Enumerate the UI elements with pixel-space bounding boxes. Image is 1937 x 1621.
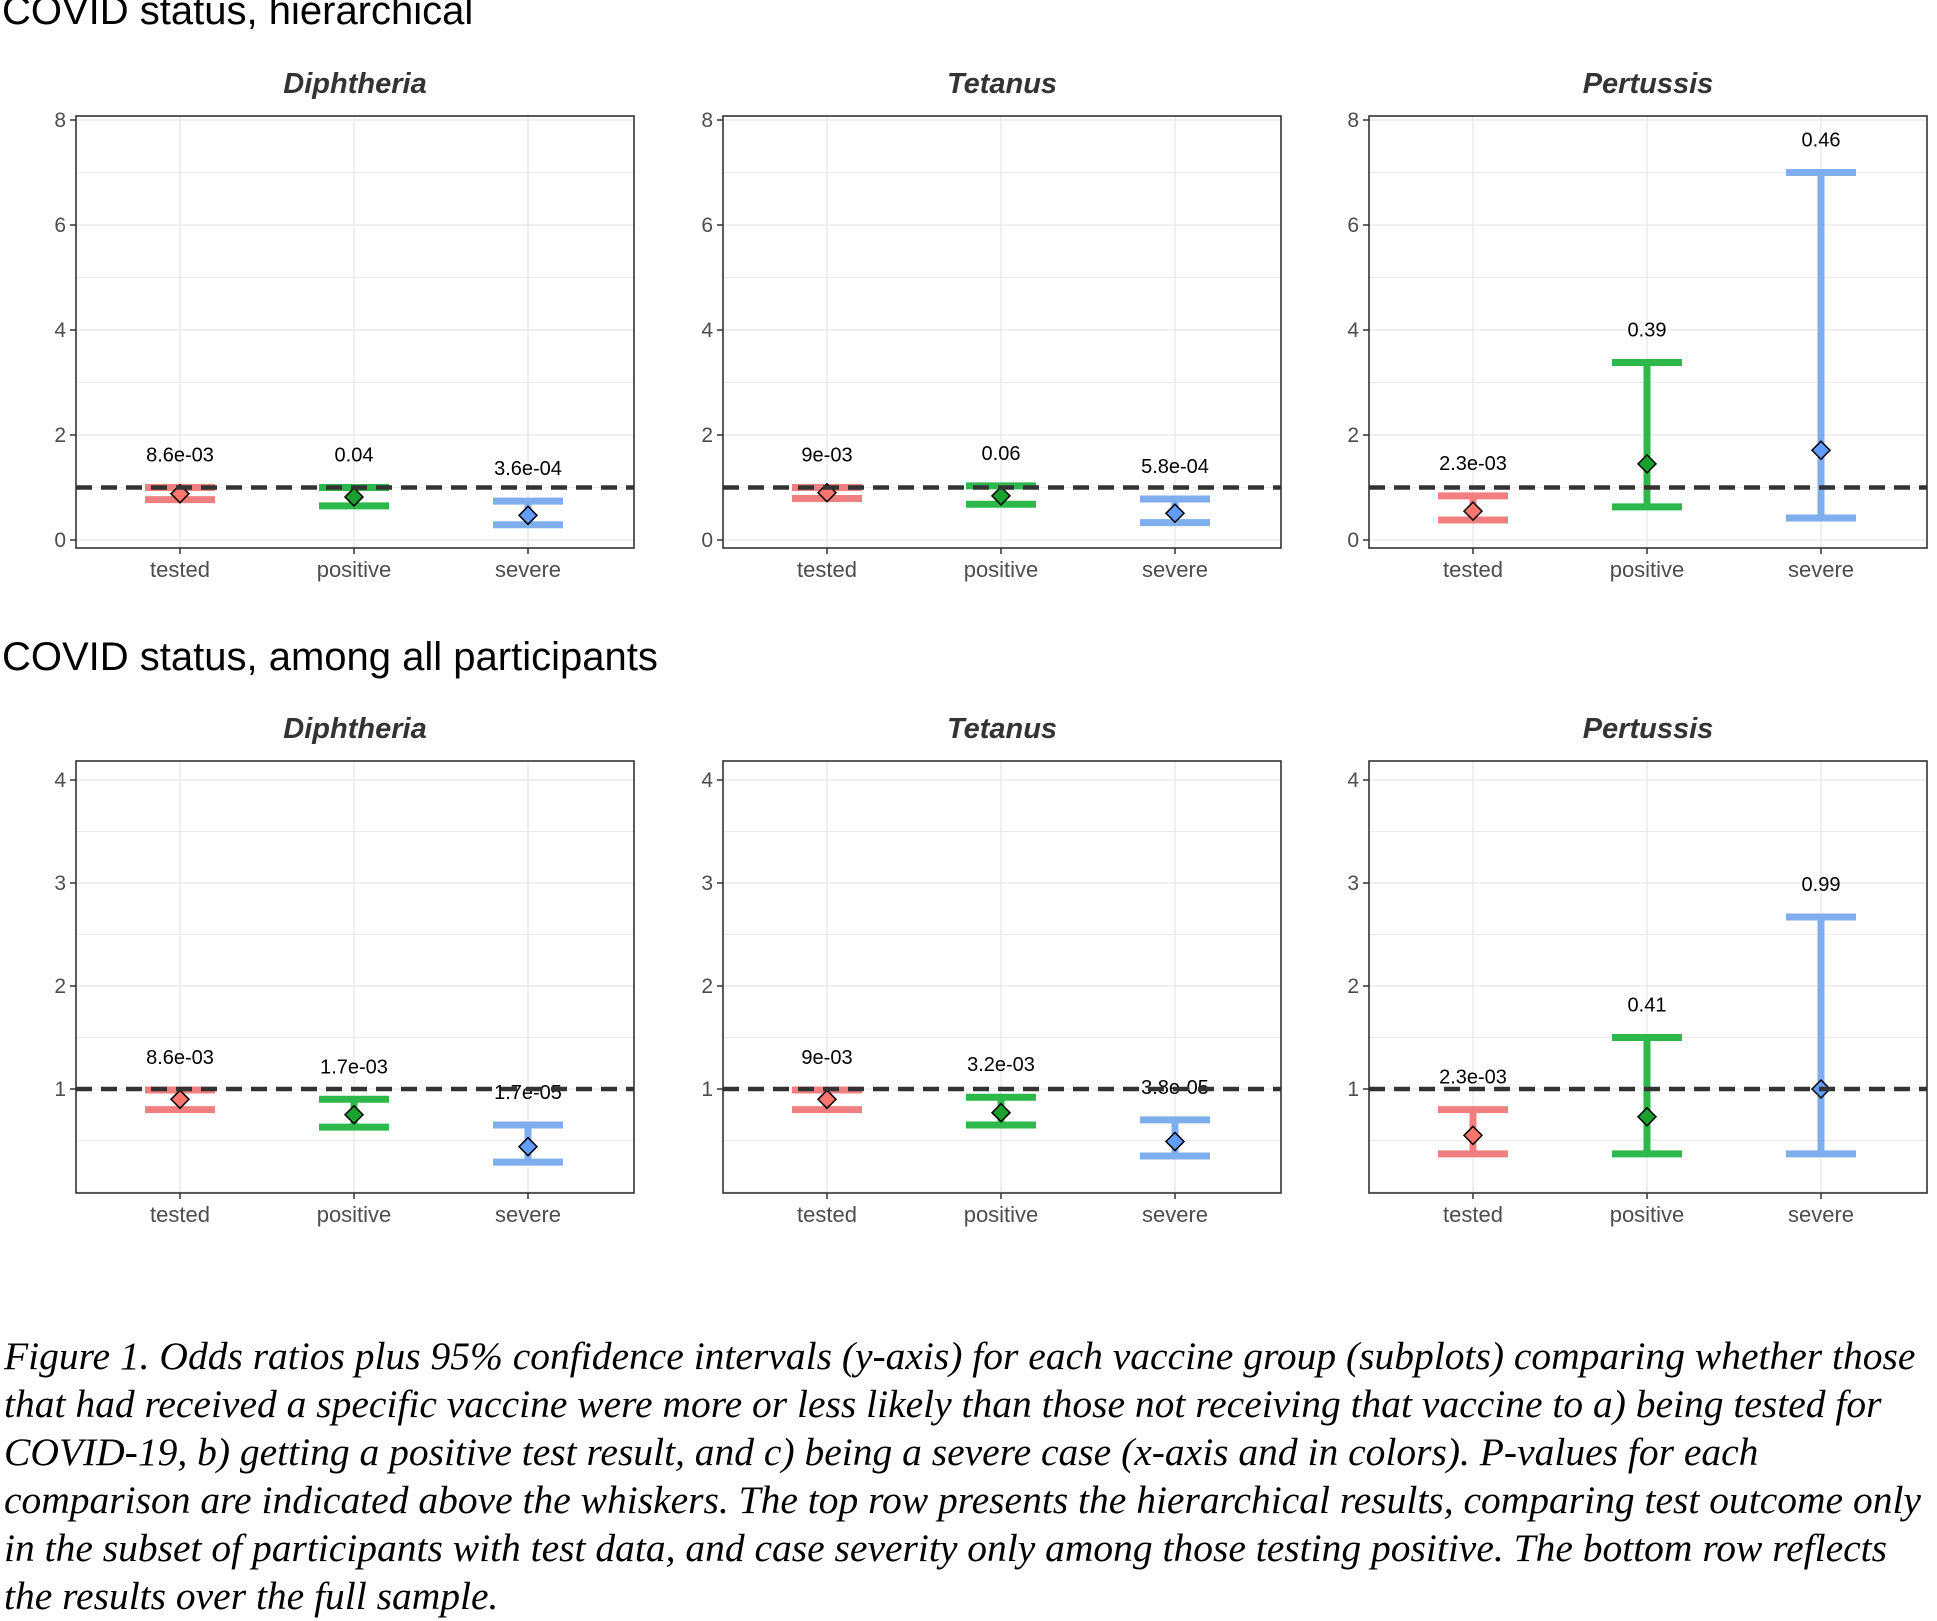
y-tick-label: 2	[701, 975, 713, 998]
y-tick-label: 0	[701, 529, 713, 552]
y-tick-label: 4	[54, 769, 66, 792]
x-tick-label: tested	[797, 557, 857, 582]
y-tick-label: 0	[54, 529, 66, 552]
p-value-label: 0.04	[335, 445, 374, 467]
x-tick-label: tested	[1443, 557, 1503, 582]
odds-ratio-point-severe	[1164, 503, 1186, 524]
y-tick-label: 1	[701, 1078, 713, 1101]
odds-ratio-point-positive	[343, 486, 365, 508]
p-value-label: 2.3e-03	[1439, 453, 1507, 475]
y-tick-label: 4	[701, 319, 713, 342]
p-value-label: 3.6e-04	[494, 458, 562, 480]
p-value-label: 1.7e-05	[494, 1082, 562, 1104]
p-value-label: 3.2e-03	[967, 1054, 1035, 1076]
odds-ratio-point-positive	[990, 485, 1012, 506]
odds-ratio-point-positive	[990, 1102, 1012, 1123]
x-tick-label: positive	[1610, 557, 1685, 582]
x-tick-label: severe	[495, 557, 561, 582]
row-title-2: COVID status, among all participants	[2, 635, 658, 679]
y-tick-label: 1	[54, 1078, 66, 1101]
x-tick-label: tested	[150, 1202, 210, 1227]
p-value-label: 0.46	[1802, 130, 1841, 152]
odds-ratio-point-severe	[1164, 1131, 1186, 1152]
y-tick-label: 4	[1347, 319, 1359, 342]
odds-ratio-point-severe	[517, 505, 539, 526]
y-tick-label: 8	[1347, 109, 1359, 132]
panel-border	[1368, 115, 1928, 549]
p-value-label: 2.3e-03	[1439, 1067, 1507, 1089]
facet-title: Tetanus	[947, 713, 1057, 745]
row-title-1: COVID status, hierarchical	[2, 0, 473, 33]
facet-title: Diphtheria	[283, 68, 426, 100]
figure-caption: Figure 1. Odds ratios plus 95% confidenc…	[4, 1334, 1921, 1618]
p-value-label: 0.39	[1628, 320, 1667, 342]
y-tick-label: 2	[54, 424, 66, 447]
y-tick-label: 4	[701, 769, 713, 792]
p-value-label: 8.6e-03	[146, 445, 214, 467]
odds-ratio-point-positive	[1636, 453, 1658, 474]
y-tick-label: 3	[701, 872, 713, 895]
y-tick-label: 2	[54, 975, 66, 998]
y-tick-label: 8	[701, 109, 713, 132]
x-tick-label: tested	[1443, 1202, 1503, 1227]
p-value-label: 1.7e-03	[320, 1056, 388, 1078]
facet-title: Pertussis	[1583, 68, 1714, 100]
y-tick-label: 3	[54, 872, 66, 895]
y-tick-label: 6	[54, 214, 66, 237]
x-tick-label: positive	[964, 1202, 1039, 1227]
x-tick-label: severe	[1788, 1202, 1854, 1227]
odds-ratio-point-positive	[343, 1104, 365, 1125]
odds-ratio-point-positive	[1636, 1106, 1658, 1127]
p-value-label: 0.06	[982, 443, 1021, 465]
y-tick-label: 1	[1347, 1078, 1359, 1101]
y-tick-label: 0	[1347, 529, 1359, 552]
x-tick-label: positive	[1610, 1202, 1685, 1227]
y-tick-label: 4	[1347, 769, 1359, 792]
panel-border	[722, 760, 1282, 1194]
panel-border	[722, 115, 1282, 549]
x-tick-label: severe	[1142, 557, 1208, 582]
y-tick-label: 2	[1347, 975, 1359, 998]
p-value-label: 0.41	[1628, 995, 1667, 1017]
odds-ratio-point-severe	[1810, 440, 1832, 461]
x-tick-label: positive	[964, 557, 1039, 582]
x-tick-label: tested	[797, 1202, 857, 1227]
p-value-label: 9e-03	[801, 445, 852, 467]
panel-border	[75, 760, 635, 1194]
x-tick-label: severe	[1142, 1202, 1208, 1227]
odds-ratio-point-tested	[816, 1089, 838, 1110]
x-tick-label: severe	[495, 1202, 561, 1227]
panel-border	[1368, 760, 1928, 1194]
y-tick-label: 2	[701, 424, 713, 447]
y-tick-label: 6	[1347, 214, 1359, 237]
x-tick-label: positive	[317, 1202, 392, 1227]
odds-ratio-point-tested	[169, 1089, 191, 1110]
odds-ratio-point-tested	[1462, 501, 1484, 522]
facet-title: Pertussis	[1583, 713, 1714, 745]
y-tick-label: 8	[54, 109, 66, 132]
x-tick-label: tested	[150, 557, 210, 582]
odds-ratio-point-severe	[517, 1136, 539, 1157]
x-tick-label: positive	[317, 557, 392, 582]
p-value-label: 5.8e-04	[1141, 456, 1209, 478]
y-tick-label: 2	[1347, 424, 1359, 447]
x-tick-label: severe	[1788, 557, 1854, 582]
panel-border	[75, 115, 635, 549]
odds-ratio-point-tested	[1462, 1125, 1484, 1146]
y-tick-label: 3	[1347, 872, 1359, 895]
y-tick-label: 4	[54, 319, 66, 342]
p-value-label: 9e-03	[801, 1047, 852, 1069]
p-value-label: 8.6e-03	[146, 1047, 214, 1069]
y-tick-label: 6	[701, 214, 713, 237]
facet-title: Tetanus	[947, 68, 1057, 100]
p-value-label: 0.99	[1802, 874, 1841, 896]
facet-title: Diphtheria	[283, 713, 426, 745]
